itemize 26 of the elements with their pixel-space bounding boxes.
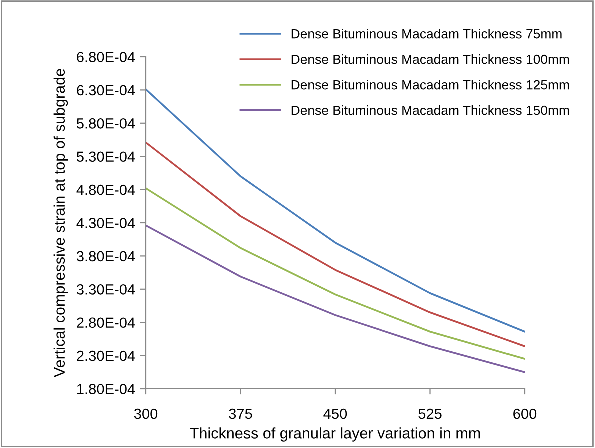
- y-tick-label: 6.80E-04: [77, 52, 136, 62]
- y-axis-title: Vertical compressive strain at top of subgrade: [54, 69, 68, 378]
- line-series: [146, 142, 525, 348]
- line-series: [146, 224, 525, 374]
- y-tick-label: 4.80E-04: [76, 184, 136, 196]
- x-tick-label: 525: [418, 408, 442, 420]
- x-axis-title: Thickness of granular layer variation in mm: [190, 428, 480, 442]
- y-tick-label: 6.30E-04: [77, 85, 136, 96]
- legend-label: Dense Bituminous Macadam Thickness 75mm: [292, 29, 562, 39]
- y-tick-label: 1.80E-04: [78, 384, 136, 394]
- y-tick-label: 5.80E-04: [76, 118, 136, 129]
- line-series: [146, 88, 525, 333]
- y-tick-label: 5.30E-04: [76, 152, 136, 162]
- legend-label: Dense Bituminous Macadam Thickness 150mm: [292, 106, 570, 116]
- legend-label: Dense Bituminous Macadam Thickness 100mm: [292, 54, 570, 64]
- y-tick-label: 3.80E-04: [76, 251, 136, 262]
- y-tick-label: 2.30E-04: [77, 350, 136, 362]
- y-tick-label: 4.30E-04: [76, 218, 136, 228]
- legend-label: Dense Bituminous Macadam Thickness 125mm: [292, 80, 570, 90]
- y-tick-label: 2.80E-04: [77, 318, 136, 328]
- x-tick-label: 600: [514, 408, 537, 420]
- y-tick-label: 3.30E-04: [76, 284, 136, 295]
- x-tick-label: 450: [324, 408, 348, 420]
- x-tick-label: 300: [134, 408, 158, 420]
- line-series: [146, 188, 525, 360]
- x-tick-label: 375: [229, 408, 252, 420]
